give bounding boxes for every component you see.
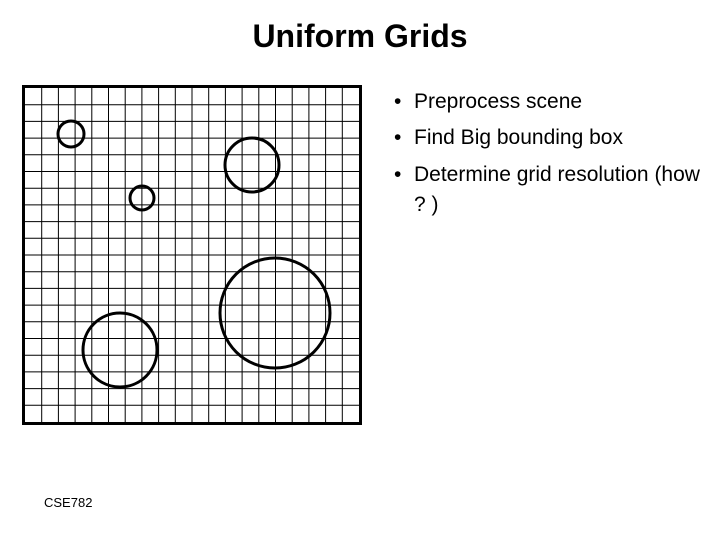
slide-content: Preprocess scene Find Big bounding box D… (0, 85, 720, 425)
slide-title: Uniform Grids (0, 0, 720, 85)
bullet-item: Determine grid resolution (how ? ) (390, 160, 700, 221)
grid-svg (25, 88, 359, 422)
bullet-item: Find Big bounding box (390, 123, 700, 153)
bullet-item: Preprocess scene (390, 87, 700, 117)
footer-label: CSE782 (44, 495, 92, 510)
bullet-list: Preprocess scene Find Big bounding box D… (362, 85, 700, 425)
uniform-grid-diagram (22, 85, 362, 425)
